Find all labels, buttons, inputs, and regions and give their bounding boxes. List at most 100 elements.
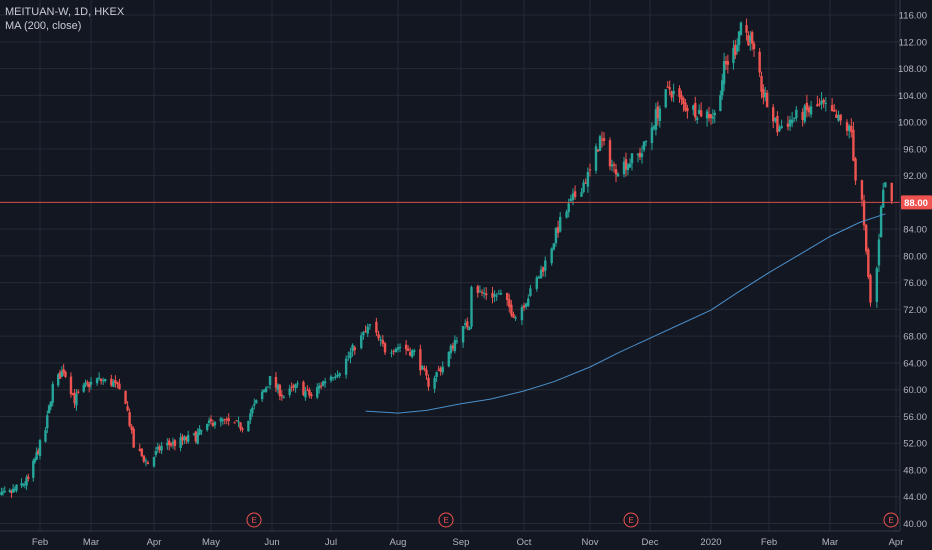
- candle-body: [778, 127, 781, 131]
- candle-body: [506, 292, 509, 300]
- price-axis[interactable]: 40.00 44.00 48.00 52.00 56.00 60.00 64.00 68.00…: [898, 0, 927, 530]
- price-tick-label: 56.00: [903, 412, 927, 423]
- candle-body: [110, 378, 113, 386]
- candle-body: [381, 340, 385, 344]
- candle-body: [362, 331, 365, 336]
- candle-body: [672, 90, 675, 95]
- candle-body: [520, 307, 524, 321]
- candle-body: [194, 431, 197, 442]
- candle-body: [44, 430, 47, 442]
- candle-body: [152, 456, 156, 467]
- candle-body: [449, 345, 453, 354]
- symbol-title[interactable]: MEITUAN-W, 1D, HKEX: [5, 6, 125, 18]
- candle-body: [478, 290, 482, 292]
- candle-body: [455, 340, 459, 342]
- candle-body: [156, 446, 159, 450]
- candle-body: [820, 100, 823, 105]
- time-axis[interactable]: Feb Mar Apr May Jun Jul Aug Sep Oct Nov Dec 2020 Feb…: [32, 537, 904, 548]
- time-tick-label: May: [202, 537, 220, 548]
- candle-body: [87, 383, 91, 388]
- candle-body: [310, 394, 313, 397]
- candle-body: [752, 43, 756, 50]
- candle-body: [353, 347, 356, 351]
- candle-body: [132, 428, 135, 448]
- candle-body: [734, 44, 737, 56]
- time-tick-label: Jun: [264, 537, 279, 548]
- candle-body: [49, 401, 53, 407]
- candle-body: [209, 419, 213, 422]
- candle-body: [366, 326, 369, 334]
- chart-legend: MEITUAN-W, 1D, HKEX MA (200, close): [5, 5, 124, 33]
- candle-body: [867, 249, 870, 277]
- candle-body: [142, 455, 146, 462]
- candle-body: [95, 378, 99, 384]
- price-tick-label: 64.00: [903, 358, 927, 369]
- candle-body: [321, 381, 325, 386]
- candle-body: [658, 108, 662, 121]
- candle-body: [114, 380, 117, 383]
- candle-body: [554, 228, 558, 244]
- candle-body: [737, 31, 741, 46]
- earnings-marker[interactable]: E: [246, 512, 262, 528]
- price-tick-label: 112.00: [899, 37, 927, 48]
- candle-body: [421, 365, 424, 370]
- candle-body: [588, 169, 592, 171]
- candle-body: [158, 446, 161, 451]
- candle-body: [260, 391, 264, 400]
- candle-body: [304, 391, 307, 398]
- candle-body: [584, 182, 587, 184]
- candle-body: [27, 476, 30, 479]
- candle-body: [721, 80, 724, 96]
- candle-body: [569, 198, 573, 202]
- candle-body: [32, 460, 35, 478]
- candle-body: [610, 164, 614, 167]
- candle-body: [809, 106, 813, 115]
- candle-body: [433, 377, 436, 389]
- candle-body: [262, 389, 266, 393]
- candle-body: [622, 161, 626, 175]
- candle-body: [461, 326, 465, 343]
- candle-body: [213, 422, 217, 426]
- candle-body: [306, 389, 309, 391]
- candle-body: [466, 321, 469, 328]
- candle-body: [713, 112, 716, 116]
- candle-body: [630, 153, 634, 164]
- candle-body: [181, 436, 184, 441]
- candle-body: [697, 109, 701, 115]
- price-tick-label: 100.00: [898, 118, 927, 129]
- candle-body: [336, 374, 339, 377]
- candle-body: [537, 276, 541, 279]
- candle-body: [495, 295, 498, 297]
- candle-body: [173, 440, 177, 447]
- candle-body: [383, 343, 387, 353]
- candle-body: [824, 103, 827, 105]
- candle-body: [614, 169, 618, 175]
- candle-body: [788, 119, 792, 127]
- earnings-marker[interactable]: E: [883, 512, 899, 528]
- indicator-title[interactable]: MA (200, close): [5, 20, 82, 32]
- candle-body: [835, 114, 838, 118]
- candle-body: [644, 141, 648, 143]
- candle-body: [62, 369, 65, 373]
- candle-body: [636, 153, 640, 156]
- earnings-marker[interactable]: E: [623, 512, 639, 528]
- candle-body: [251, 407, 254, 414]
- candle-body: [441, 366, 444, 373]
- candle-body: [877, 239, 881, 266]
- candle-body: [499, 293, 503, 295]
- candle-body: [539, 269, 543, 279]
- earnings-marker[interactable]: E: [438, 512, 454, 528]
- price-tick-label: 40.00: [903, 519, 927, 530]
- price-tick-label: 96.00: [903, 144, 927, 155]
- candle-body: [206, 424, 209, 430]
- candle-body: [764, 92, 767, 98]
- candle-body: [850, 125, 853, 133]
- candle-body: [745, 25, 748, 33]
- candle-body: [241, 428, 244, 430]
- candle-body: [89, 381, 93, 385]
- candle-body: [453, 340, 457, 351]
- candle-body: [664, 89, 667, 108]
- candle-body: [758, 51, 761, 73]
- candle-body: [875, 268, 879, 302]
